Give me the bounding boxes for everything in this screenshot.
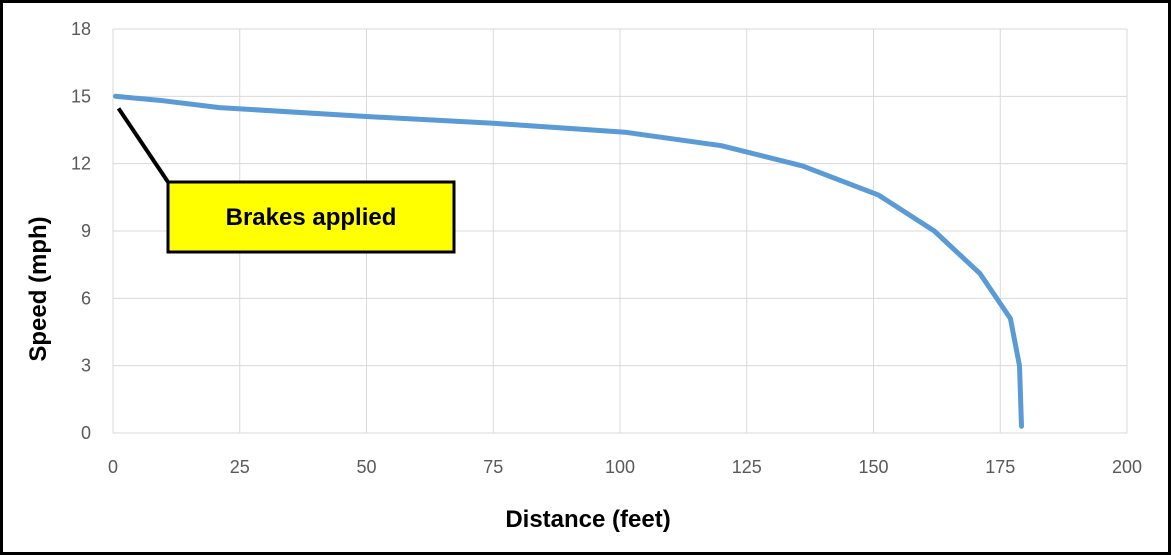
x-tick-label: 175	[985, 457, 1015, 477]
y-tick-label: 18	[71, 19, 91, 39]
series-layer	[113, 93, 1024, 429]
x-tick-label: 75	[483, 457, 503, 477]
x-tick-label: 125	[732, 457, 762, 477]
annotation-label: Brakes applied	[226, 204, 397, 231]
series-line	[113, 93, 1024, 429]
x-tick-label: 50	[356, 457, 376, 477]
y-tick-label: 6	[81, 288, 91, 308]
y-tick-label: 12	[71, 154, 91, 174]
x-axis-title: Distance (feet)	[505, 506, 670, 533]
x-tick-label: 0	[108, 457, 118, 477]
x-tick-label: 200	[1112, 457, 1142, 477]
y-tick-labels: 0 3 6 9 12 15 18	[71, 19, 91, 443]
y-tick-label: 9	[81, 221, 91, 241]
y-tick-label: 0	[81, 423, 91, 443]
annotation-leader-line	[116, 107, 170, 184]
x-tick-label: 25	[230, 457, 250, 477]
x-tick-labels: 0 25 50 75 100 125 150 175 200	[108, 457, 1142, 477]
y-tick-label: 15	[71, 86, 91, 106]
x-tick-label: 150	[858, 457, 888, 477]
x-tick-label: 100	[605, 457, 635, 477]
annotation-layer: Brakes applied	[116, 107, 456, 254]
y-tick-label: 3	[81, 356, 91, 376]
annotation-box	[166, 180, 456, 254]
y-axis-title: Speed (mph)	[25, 216, 52, 361]
